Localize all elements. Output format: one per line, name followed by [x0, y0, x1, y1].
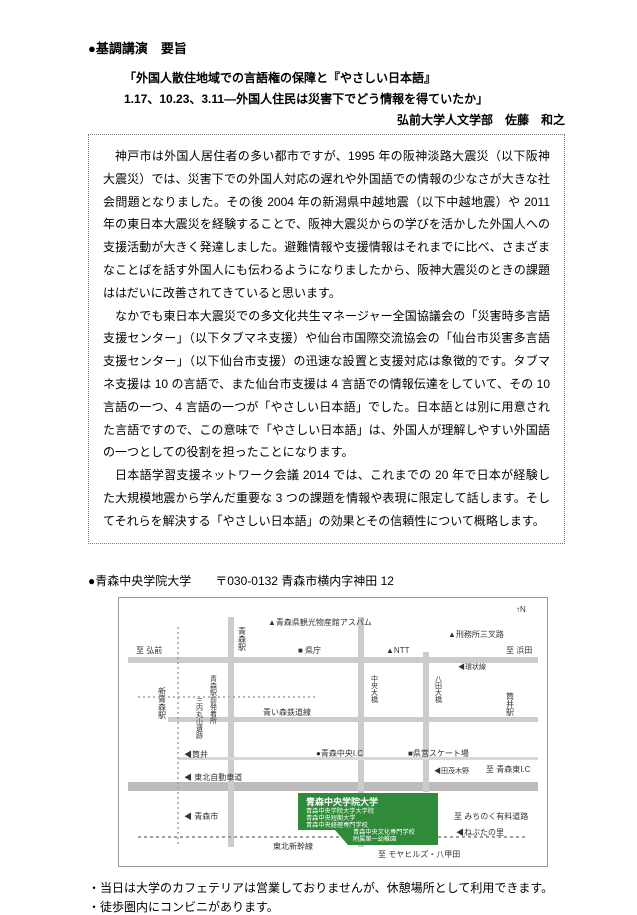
map-label: ■ 県庁 [298, 645, 321, 655]
map-label: ▲青森県観光物産館アスパム [268, 617, 372, 627]
abstract-paragraph: 日本語学習支援ネットワーク会議 2014 では、これまでの 20 年で日本が経験… [103, 464, 550, 532]
map-university-sub: 附属第一幼稚園 [353, 835, 396, 843]
map-label: ●青森中央I.C [316, 748, 363, 758]
map-label: 至 モヤヒルズ・八甲田 [378, 849, 460, 859]
map-university-sub: 青森中央文化専門学校 [353, 828, 415, 836]
map-label: 至 浜田 [506, 645, 532, 655]
location-address: 〒030-0132 青森市横内字神田 12 [215, 574, 394, 588]
affiliation: 弘前大学人文学部 佐藤 和之 [88, 111, 565, 128]
map-university-name: 青森中央学院大学 [306, 796, 378, 807]
map-label: ◀ 東北自動車道 [184, 772, 242, 782]
abstract-paragraph: なかでも東日本大震災での多文化共生マネージャー全国協議会の「災害時多言語支援セン… [103, 305, 550, 465]
map-label: ▲NTT [386, 646, 410, 655]
map-label: ◀ねぶたの里 [456, 828, 504, 837]
subtitle-line-1: 「外国人散住地域での言語権の保障と『やさしい日本語』 [124, 69, 565, 86]
map-label: 至 みちのく有料道路 [454, 811, 528, 821]
map-label: 中央大橋 [371, 674, 379, 704]
map-label: 至 青森東I.C [486, 764, 531, 774]
map: ▲青森県観光物産館アスパム 至 弘前 ■ 県庁 ▲NTT 至 浜田 ▲刑務所三叉… [118, 597, 548, 867]
map-label: 三内丸山遺跡 [196, 697, 204, 740]
notes: ・当日は大学のカフェテリアは営業しておりませんが、休憩場所として利用できます。 … [88, 879, 565, 915]
map-label: ◀ 青森市 [184, 811, 218, 821]
map-university-sub: 青森中央短期大学 [306, 814, 356, 822]
map-label: ■県営スケート場 [408, 748, 469, 758]
note-line: ・当日は大学のカフェテリアは営業しておりませんが、休憩場所として利用できます。 [88, 879, 565, 896]
map-label: 青森駅 [238, 626, 247, 652]
map-label: 東北新幹線 [273, 841, 313, 851]
map-label: 新青森駅 [158, 686, 167, 720]
note-line: ・徒歩圏内にコンビニがあります。 [88, 898, 565, 915]
map-label: ▲刑務所三叉路 [448, 629, 504, 639]
map-university-sub: 青森中央学院大学大学院 [306, 807, 374, 815]
map-label: ◀環状線 [458, 662, 486, 671]
map-label: ◀田茂木野 [434, 766, 469, 775]
map-label: ↑N [516, 605, 526, 614]
map-label: ◀筒井 [184, 749, 208, 759]
map-label: 筒井駅 [506, 691, 515, 717]
map-label: 青森駅前発着所 [210, 674, 218, 725]
map-university-sub: 青森中央経理専門学校 [306, 821, 368, 829]
map-label: 青い森鉄道線 [263, 707, 311, 717]
map-label: 至 弘前 [136, 645, 162, 655]
location-heading: ●青森中央学院大学 〒030-0132 青森市横内字神田 12 [88, 572, 565, 589]
location-name: ●青森中央学院大学 [88, 574, 215, 588]
subtitle-line-2: 1.17、10.23、3.11―外国人住民は災害下でどう情報を得ていたか」 [124, 90, 565, 107]
map-label: 八田大橋 [435, 675, 443, 704]
abstract-box: 神戸市は外国人居住者の多い都市ですが、1995 年の阪神淡路大震災（以下阪神大震… [88, 134, 565, 544]
section-heading: ●基調講演 要旨 [88, 38, 565, 57]
abstract-paragraph: 神戸市は外国人居住者の多い都市ですが、1995 年の阪神淡路大震災（以下阪神大震… [103, 145, 550, 305]
